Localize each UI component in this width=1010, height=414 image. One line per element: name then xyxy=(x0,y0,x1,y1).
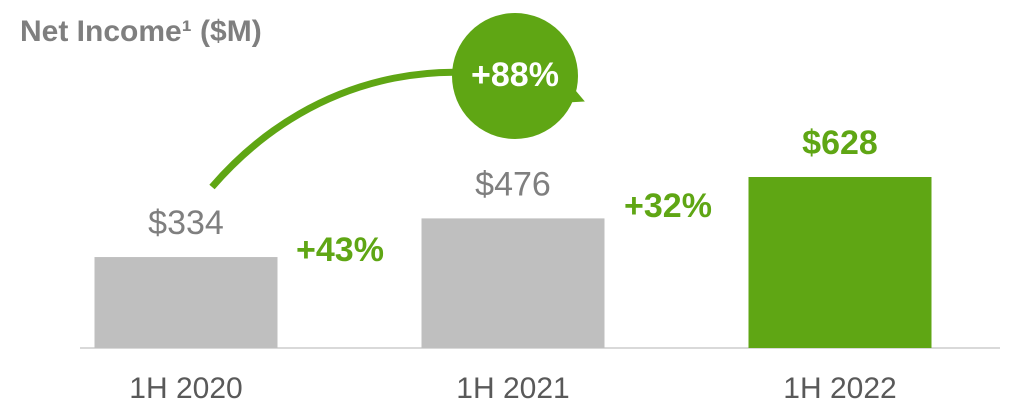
growth-badge xyxy=(452,13,578,139)
value-label: $334 xyxy=(148,204,224,242)
bar xyxy=(748,177,932,348)
value-label: $628 xyxy=(802,124,878,162)
bar xyxy=(94,257,278,348)
chart-title: Net Income¹ ($M) xyxy=(20,15,262,48)
x-tick-label: 1H 2020 xyxy=(129,372,242,405)
bar xyxy=(421,218,605,348)
x-tick-label: 1H 2022 xyxy=(783,372,896,405)
growth-annotation: +88% xyxy=(471,56,559,94)
growth-annotation: +43% xyxy=(296,231,384,269)
growth-annotation: +32% xyxy=(624,187,712,225)
x-tick-label: 1H 2021 xyxy=(456,372,569,405)
value-label: $476 xyxy=(475,165,551,203)
